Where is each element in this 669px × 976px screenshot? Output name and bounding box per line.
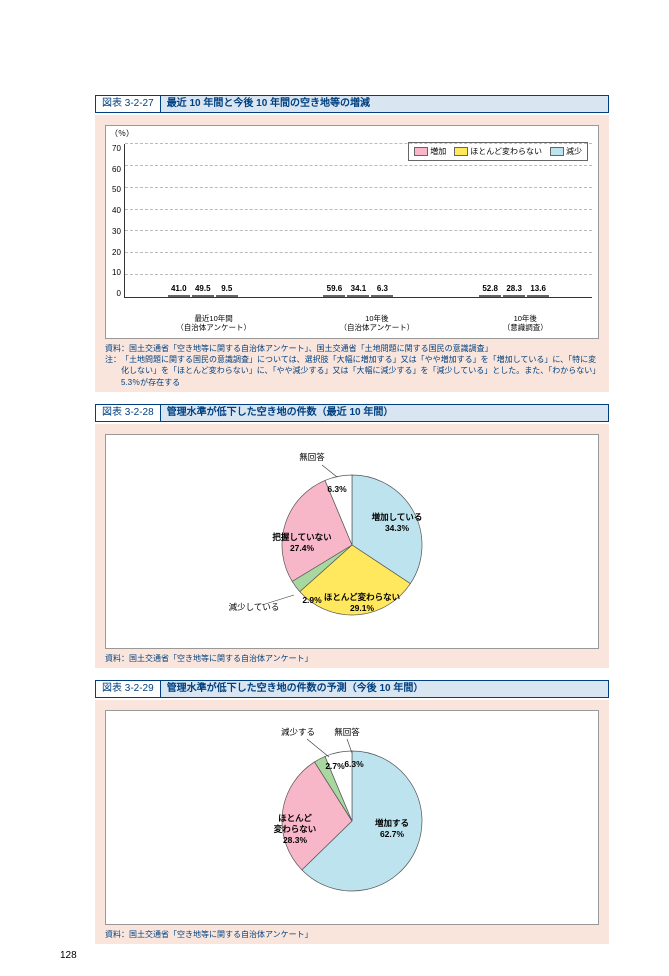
x-axis-labels: 最近10年間（自治体アンケート） 10年後（自治体アンケート） 10年後（意識調査）	[132, 314, 592, 332]
y-tick: 30	[112, 227, 121, 236]
pie-slice-label: 減少している	[229, 602, 280, 612]
grid-line	[125, 165, 592, 166]
bar-value: 52.8	[482, 284, 498, 293]
y-tick: 40	[112, 206, 121, 215]
pie-slice-label: 27.4%	[290, 543, 315, 553]
x-tick-label: 最近10年間（自治体アンケート）	[176, 314, 251, 332]
figure-number: 図表 3-2-28	[96, 405, 161, 421]
page: 図表 3-2-27 最近 10 年間と今後 10 年間の空き地等の増減 （％） …	[0, 0, 669, 976]
bar-value: 9.5	[221, 284, 232, 293]
pie-slice-label: 減少する	[281, 727, 315, 737]
pie-slice-label: 34.3%	[385, 523, 410, 533]
page-number: 128	[60, 950, 77, 961]
grid-line	[125, 143, 592, 144]
pie-slice-label: 28.3%	[283, 835, 308, 845]
pie-slice-label: 29.1%	[350, 603, 375, 613]
bar-group: 41.049.59.5	[168, 295, 238, 297]
bar: 13.6	[527, 295, 549, 297]
bar-value: 6.3	[377, 284, 388, 293]
source-label: 資料：	[105, 930, 129, 939]
bar-value: 28.3	[506, 284, 522, 293]
pie-chart: 増加する62.7% ほとんど変わらない28.3% 2.7% 減少する 無回答 6.3%	[122, 721, 582, 916]
grid-line	[125, 209, 592, 210]
bar: 59.6	[323, 295, 345, 297]
pie-slice-label: 2.9%	[302, 595, 322, 605]
pie-slice-label: 無回答	[334, 727, 360, 737]
pie-slice-label: 無回答	[299, 452, 325, 462]
source-label: 資料：	[105, 343, 129, 354]
bar: 28.3	[503, 295, 525, 297]
grid-line	[125, 274, 592, 275]
note-text: 「土地問題に関する国民の意識調査」については、選択肢「大幅に増加する」又は「やや…	[121, 354, 599, 388]
chart-panel: 増加している34.3% ほとんど変わらない29.1% 2.9% 減少している 把握してい…	[95, 424, 609, 668]
bar: 41.0	[168, 295, 190, 297]
grid-line	[125, 230, 592, 231]
bar: 9.5	[216, 295, 238, 297]
source-label: 資料：	[105, 654, 129, 663]
pie-slice-label: 6.3%	[344, 759, 364, 769]
chart-panel: 増加する62.7% ほとんど変わらない28.3% 2.7% 減少する 無回答 6.3% 資…	[95, 700, 609, 944]
source-note: 資料：国土交通省「空き地等に関する自治体アンケート」	[105, 929, 599, 940]
bar: 52.8	[479, 295, 501, 297]
bar-chart: 706050403020100 41.049.59.559.634.16.352…	[112, 132, 592, 312]
pie-slice-label: 2.7%	[325, 761, 345, 771]
bar-value: 59.6	[327, 284, 343, 293]
note-label: 注：	[105, 354, 121, 388]
leader-line	[307, 739, 329, 757]
figure-3-2-29: 図表 3-2-29 管理水準が低下した空き地の件数の予測（今後 10 年間） 増…	[95, 680, 609, 944]
pie-slice-label: ほとんど	[278, 813, 312, 823]
figure-header: 図表 3-2-29 管理水準が低下した空き地の件数の予測（今後 10 年間）	[95, 680, 609, 698]
figure-3-2-28: 図表 3-2-28 管理水準が低下した空き地の件数（最近 10 年間） 増加して…	[95, 404, 609, 668]
figure-number: 図表 3-2-29	[96, 681, 161, 697]
y-tick: 50	[112, 185, 121, 194]
bar: 49.5	[192, 295, 214, 297]
figure-title: 管理水準が低下した空き地の件数の予測（今後 10 年間）	[161, 681, 608, 697]
bar-chart-container: （％） 増加ほとんど変わらない減少 706050403020100 41.049…	[105, 125, 599, 339]
figure-number: 図表 3-2-27	[96, 96, 161, 112]
bar-value: 41.0	[171, 284, 187, 293]
figure-header: 図表 3-2-27 最近 10 年間と今後 10 年間の空き地等の増減	[95, 95, 609, 113]
source-text: 国土交通省「空き地等に関する自治体アンケート」	[129, 654, 313, 663]
y-tick: 60	[112, 165, 121, 174]
figure-title: 最近 10 年間と今後 10 年間の空き地等の増減	[161, 96, 608, 112]
y-tick: 20	[112, 248, 121, 257]
pie-slice-label: 増加する	[375, 818, 409, 828]
x-tick-label: 10年後（自治体アンケート）	[340, 314, 415, 332]
source-text: 国土交通省「空き地等に関する自治体アンケート」	[129, 930, 313, 939]
figure-header: 図表 3-2-28 管理水準が低下した空き地の件数（最近 10 年間）	[95, 404, 609, 422]
bar: 34.1	[347, 295, 369, 297]
bar-group: 52.828.313.6	[479, 295, 549, 297]
bar-value: 13.6	[530, 284, 546, 293]
leader-line	[322, 465, 337, 477]
source-note: 資料：国土交通省「空き地等に関する自治体アンケート」	[105, 653, 599, 664]
pie-chart-container: 増加している34.3% ほとんど変わらない29.1% 2.9% 減少している 把握してい…	[105, 434, 599, 649]
bar-value: 49.5	[195, 284, 211, 293]
pie-slice-label: 増加している	[372, 512, 423, 522]
plot-area: 41.049.59.559.634.16.352.828.313.6	[124, 144, 592, 298]
source-text: 国土交通省「空き地等に関する自治体アンケート」、国土交通省「土地問題に関する国民…	[129, 343, 599, 354]
pie-chart: 増加している34.3% ほとんど変わらない29.1% 2.9% 減少している 把握してい…	[122, 445, 582, 640]
grid-line	[125, 252, 592, 253]
figure-title: 管理水準が低下した空き地の件数（最近 10 年間）	[161, 405, 608, 421]
y-tick: 70	[112, 144, 121, 153]
bar-group: 59.634.16.3	[323, 295, 393, 297]
pie-slice-label: 把握していない	[272, 532, 331, 542]
bar: 6.3	[371, 295, 393, 297]
pie-slice-label: 変わらない	[274, 824, 317, 834]
bar-value: 34.1	[351, 284, 367, 293]
source-note: 資料：国土交通省「空き地等に関する自治体アンケート」、国土交通省「土地問題に関す…	[105, 343, 599, 388]
y-axis: 70 60 50 40 30 20 10 0	[112, 144, 124, 312]
chart-panel: （％） 増加ほとんど変わらない減少 706050403020100 41.049…	[95, 115, 609, 392]
y-tick: 0	[116, 289, 120, 298]
pie-slice-label: 62.7%	[380, 829, 405, 839]
pie-slice-label: 6.3%	[327, 484, 347, 494]
pie-slice-label: ほとんど変わらない	[324, 592, 400, 602]
pie-chart-container: 増加する62.7% ほとんど変わらない28.3% 2.7% 減少する 無回答 6.3%	[105, 710, 599, 925]
x-tick-label: 10年後（意識調査）	[503, 314, 548, 332]
grid-line	[125, 187, 592, 188]
figure-3-2-27: 図表 3-2-27 最近 10 年間と今後 10 年間の空き地等の増減 （％） …	[95, 95, 609, 392]
y-tick: 10	[112, 268, 121, 277]
y-axis-unit: （％）	[110, 128, 134, 139]
